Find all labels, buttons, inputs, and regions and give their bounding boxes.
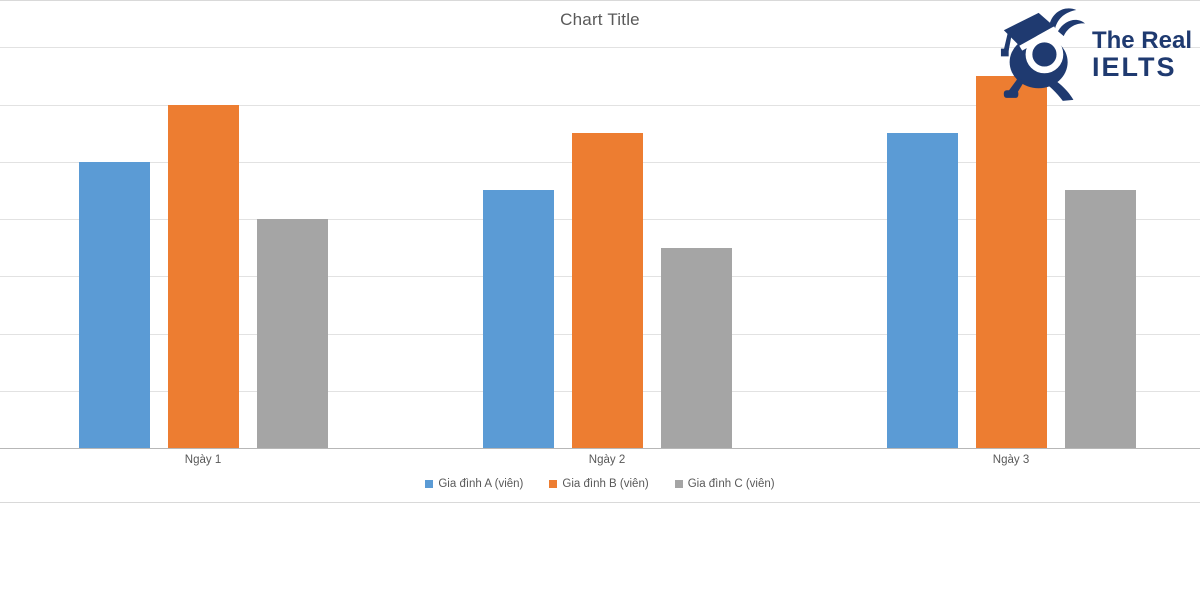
gridline xyxy=(0,47,1200,49)
bar-group-1 xyxy=(78,104,328,448)
bar xyxy=(78,161,150,448)
legend-label: Gia đình B (viên) xyxy=(562,478,649,490)
legend-item: Gia đình C (viên) xyxy=(674,478,775,490)
bar xyxy=(975,75,1047,448)
bar xyxy=(1064,190,1136,448)
bar xyxy=(482,190,554,448)
bar xyxy=(886,133,958,448)
legend-item: Gia đình A (viên) xyxy=(425,478,523,490)
logo-line1: The Real xyxy=(1091,27,1192,54)
legend-label: Gia đình C (viên) xyxy=(687,478,775,490)
bar-group-2 xyxy=(482,133,732,448)
logo-text: The Real IELTS xyxy=(1092,28,1192,82)
x-axis-labels: Ngày 1 Ngày 2 Ngày 3 xyxy=(0,454,1200,470)
legend-swatch xyxy=(425,480,434,488)
x-axis-label: Ngày 3 xyxy=(992,454,1030,466)
chart-area: Chart Title Ngày 1 Ngày 2 Ngày 3 Gia đình … xyxy=(0,0,1200,503)
legend: Gia đình A (viên) Gia đình B (viên) Gia đì… xyxy=(0,478,1200,490)
plot-area xyxy=(0,34,1200,449)
legend-swatch xyxy=(674,480,683,488)
chart-title: Chart Title xyxy=(560,10,640,29)
bar xyxy=(571,133,643,448)
bar xyxy=(167,104,239,448)
x-axis-label: Ngày 1 xyxy=(184,454,222,466)
bar xyxy=(660,247,732,448)
legend-label: Gia đình A (viên) xyxy=(438,478,524,490)
brand-logo: The Real IELTS xyxy=(999,4,1192,101)
x-axis-label: Ngày 2 xyxy=(588,454,626,466)
x-axis-line xyxy=(0,448,1200,449)
gridline xyxy=(0,104,1200,106)
bar-group-3 xyxy=(886,75,1136,448)
legend-swatch xyxy=(549,480,558,488)
legend-item: Gia đình B (viên) xyxy=(549,478,649,490)
bar xyxy=(256,219,328,448)
graduate-owl-mascot-icon xyxy=(1000,8,1086,101)
logo-line2: IELTS xyxy=(1091,52,1177,83)
